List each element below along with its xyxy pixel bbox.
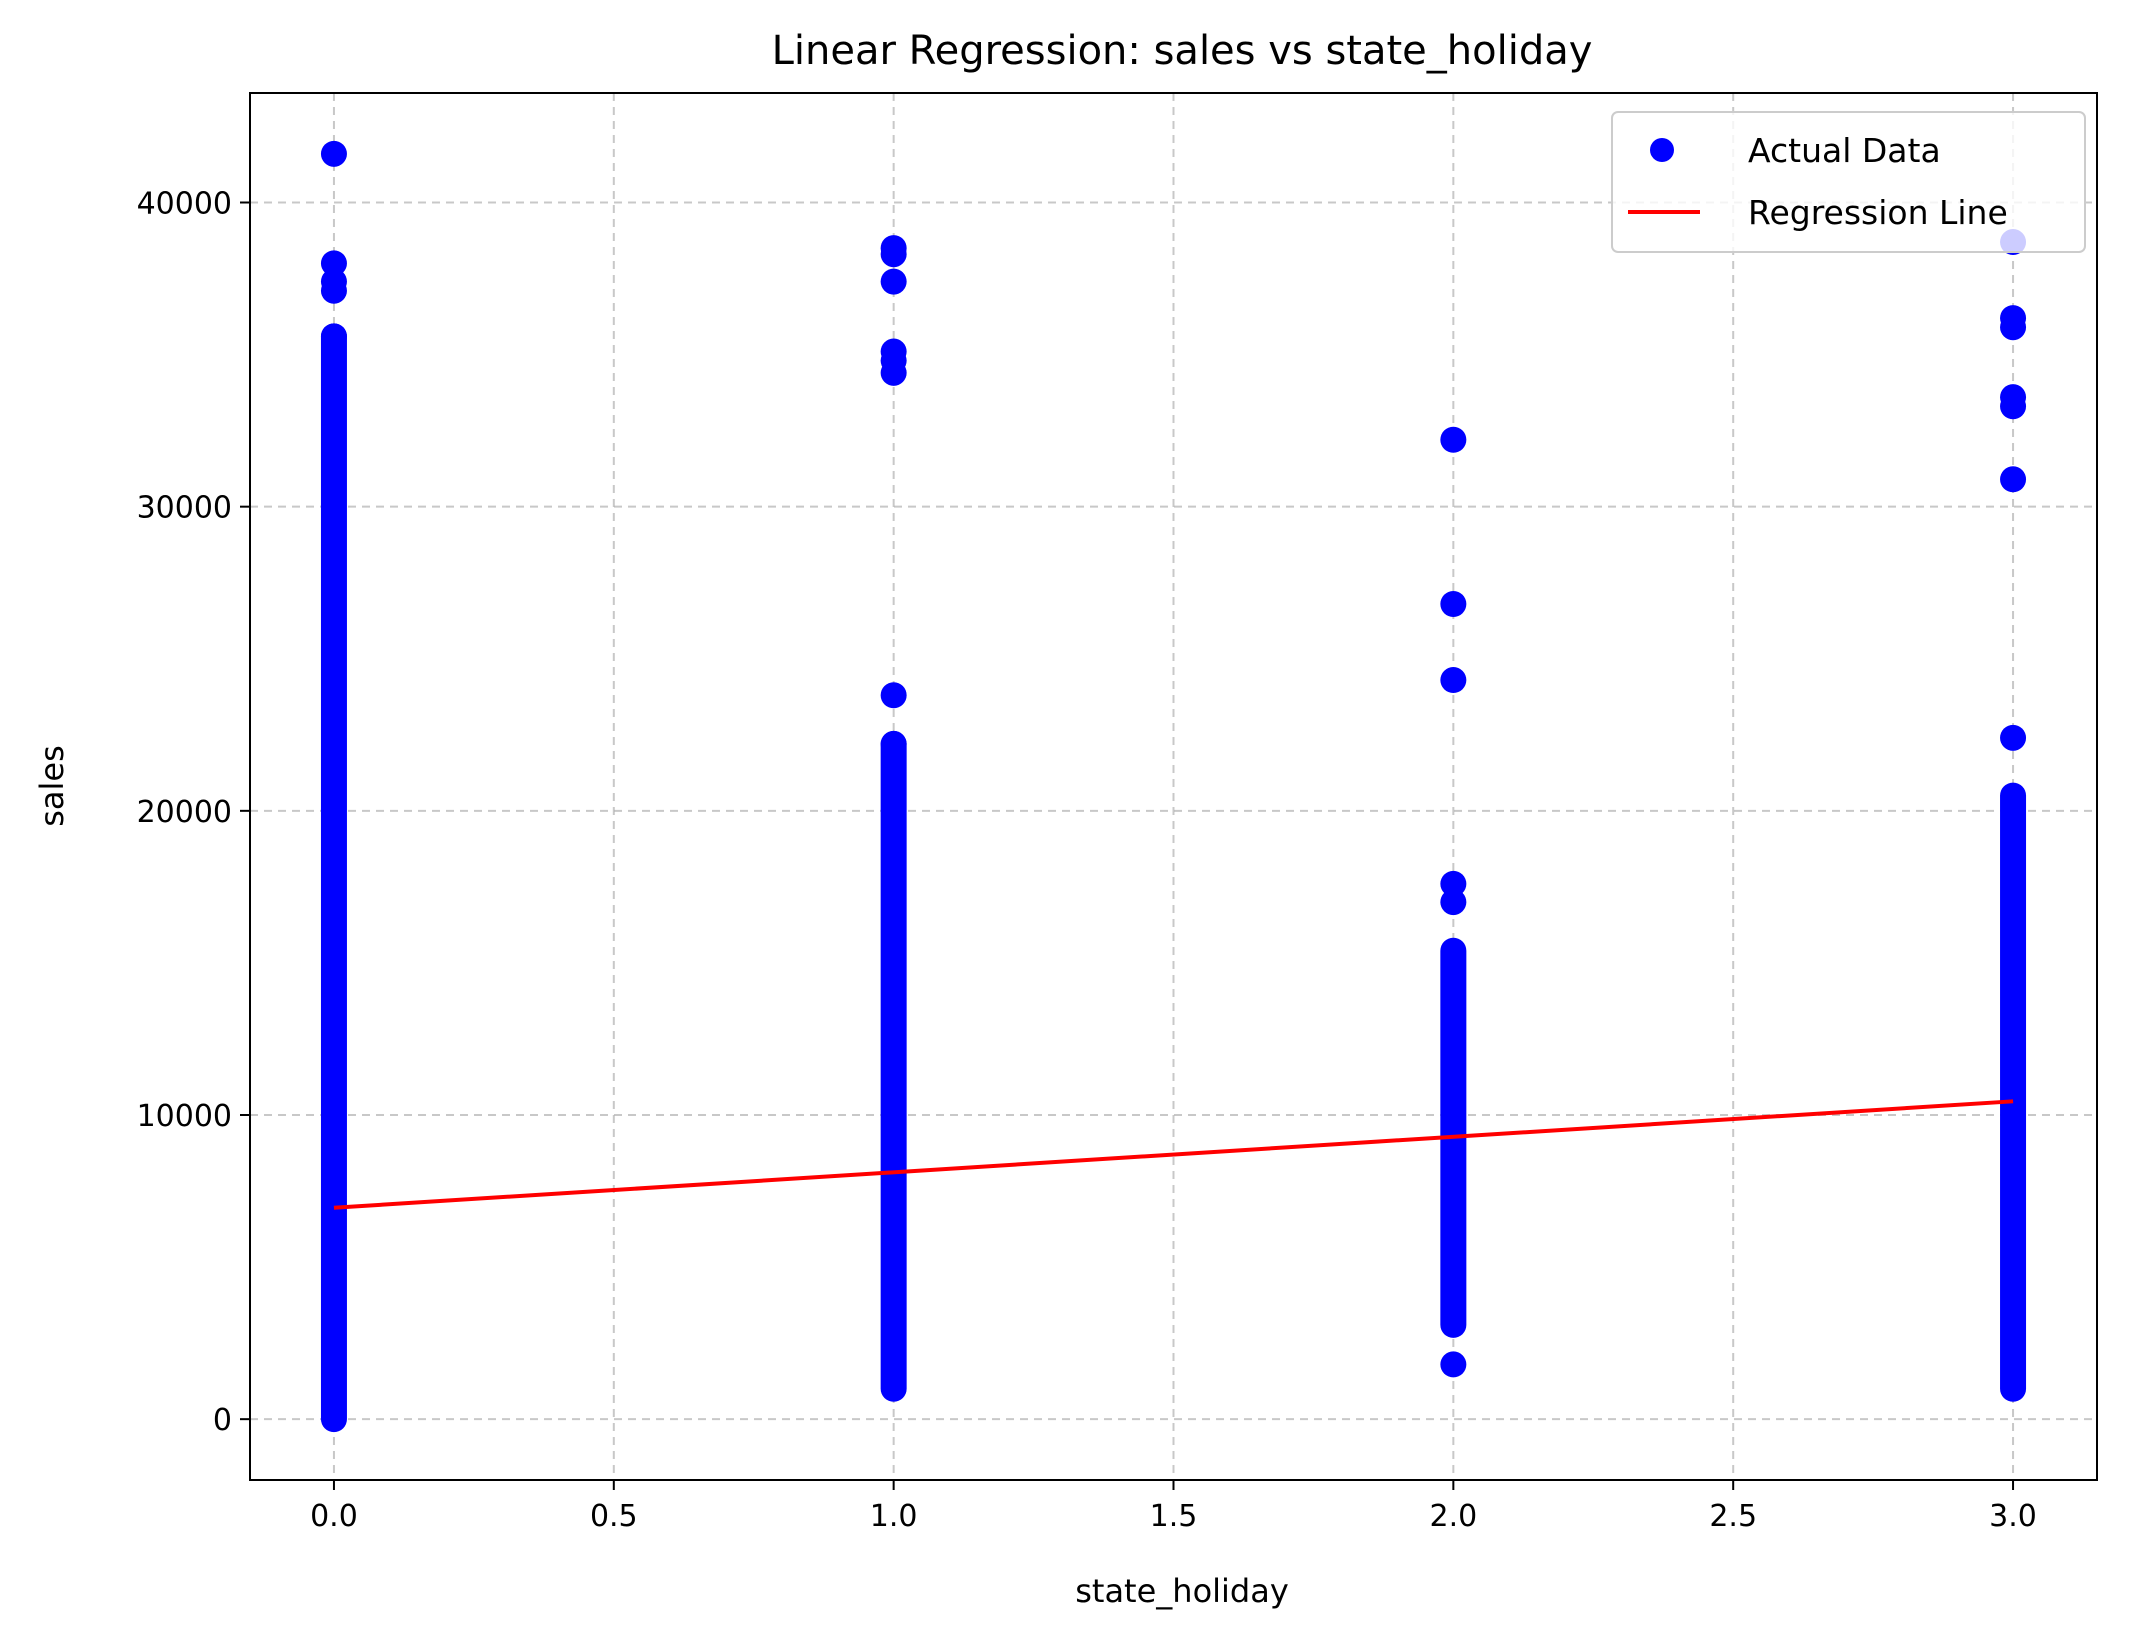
scatter-point [1440,889,1467,916]
scatter-point [320,250,347,277]
y-tick-label: 40000 [137,187,232,222]
x-axis-label: state_holiday [1075,1572,1289,1610]
scatter-point [880,682,907,709]
x-tick-label: 0.5 [590,1499,638,1534]
regression-line [333,1099,2014,1210]
x-tick-label: 3.0 [1989,1499,2037,1534]
scatter-point [880,359,907,386]
scatter-point [1440,1351,1467,1378]
scatter-point [880,730,907,757]
y-tick-label: 30000 [137,491,232,526]
scatter-point [320,323,347,350]
scatter-point [1440,426,1467,453]
scatter-point [2000,724,2027,751]
scatter-point [320,277,347,304]
x-tick-label: 2.0 [1429,1499,1477,1534]
x-tick-label: 1.5 [1150,1499,1198,1534]
legend: Actual Data Regression Line [1611,111,2086,253]
y-tick-label: 10000 [137,1099,232,1134]
scatter-point [1440,870,1467,897]
scatter-point [2000,466,2027,493]
x-tick-label: 0.0 [310,1499,358,1534]
legend-label-regression-line: Regression Line [1748,193,2008,232]
y-tick-label: 20000 [137,795,232,830]
scatter-points [320,140,2027,1433]
x-tick-label: 1.0 [870,1499,918,1534]
scatter-point [880,268,907,295]
legend-label-actual-data: Actual Data [1748,131,1941,170]
scatter-point [1440,591,1467,617]
scatter-point [1440,667,1467,694]
x-axis-ticks: 0.0 0.5 1.0 1.5 2.0 2.5 3.0 [310,1480,2037,1534]
regression-line-layer [333,1099,2014,1210]
scatter-point [320,140,347,167]
scatter-point [880,241,907,268]
legend-box [1611,111,2086,253]
scatter-point [2000,314,2027,341]
scatter-point [2000,393,2027,420]
legend-marker-actual-data [1650,138,1674,162]
y-tick-label: 0 [213,1403,232,1438]
x-tick-label: 2.5 [1709,1499,1757,1534]
y-axis-ticks: 0 10000 20000 30000 40000 [137,187,250,1438]
chart-title: Linear Regression: sales vs state_holida… [772,28,1593,74]
y-axis-label: sales [33,745,71,827]
